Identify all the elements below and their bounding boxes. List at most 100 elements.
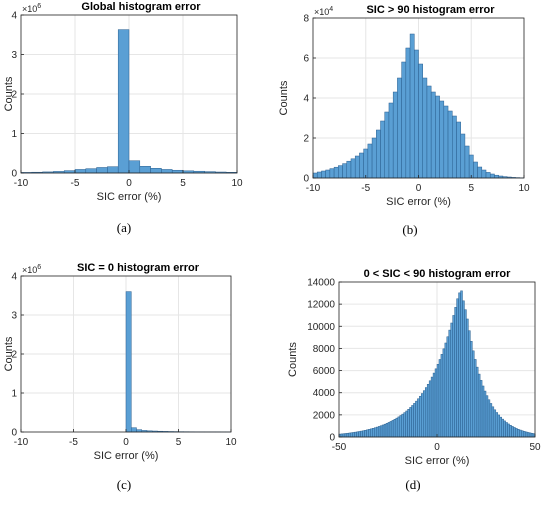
histogram-bar	[454, 307, 457, 438]
histogram-bar	[456, 298, 459, 438]
histogram-bar	[489, 403, 493, 438]
x-tick-label: -10	[306, 183, 321, 194]
histogram-bar	[405, 47, 411, 179]
x-tick-label: 5	[468, 183, 474, 194]
histogram-bar	[424, 387, 428, 438]
histogram-bar	[522, 431, 526, 438]
histogram-bar	[399, 415, 402, 438]
histogram-bar	[468, 154, 474, 179]
histogram-bar	[435, 95, 440, 179]
histogram-bar	[515, 428, 518, 438]
chart-panel: -50 0 50020004000600080001000012000140000 …	[287, 268, 541, 492]
histogram-bar	[107, 166, 119, 174]
histogram-bar	[448, 329, 451, 438]
histogram-bar	[131, 427, 137, 433]
histogram-bar	[479, 380, 483, 438]
y-axis-label: Counts	[278, 80, 290, 115]
x-tick-label: -10	[14, 178, 29, 189]
histogram-bar	[150, 168, 162, 174]
histogram-bar	[464, 309, 467, 438]
histogram-bar	[423, 390, 426, 438]
histogram-bar	[519, 429, 522, 438]
histogram-bar	[447, 110, 453, 179]
multiplier-exponent: 6	[37, 264, 41, 271]
histogram-bar	[360, 430, 363, 438]
histogram-bar	[456, 121, 461, 179]
histogram-bar	[505, 422, 508, 438]
histogram-bar	[397, 416, 401, 438]
histogram-bar	[438, 359, 442, 438]
histogram-bar	[356, 431, 359, 438]
histogram-bar	[96, 167, 108, 174]
x-tick-label: 10	[225, 437, 237, 448]
x-axis-label: SIC error (%)	[94, 450, 159, 462]
histogram-bar	[128, 160, 141, 174]
y-axis-label: Counts	[3, 336, 15, 371]
histogram-bar	[507, 423, 510, 438]
x-tick-label: 5	[180, 178, 186, 189]
y-tick-label: 8	[303, 14, 309, 25]
histogram-bar	[407, 409, 410, 438]
histogram-bar	[171, 169, 184, 174]
histogram-bar	[329, 168, 335, 179]
histogram-bar	[409, 407, 412, 438]
histogram-bar	[393, 419, 397, 438]
y-tick-label: 4	[11, 272, 17, 283]
histogram-bar	[85, 168, 97, 174]
histogram-bar	[381, 424, 385, 438]
histogram-bar	[487, 399, 491, 438]
histogram-bar	[497, 414, 500, 438]
histogram-bar	[495, 412, 499, 438]
histogram-bar	[74, 169, 87, 174]
multiplier-base: ×10	[22, 265, 37, 275]
histogram-bar	[371, 137, 377, 179]
histogram-bar	[375, 426, 379, 438]
histogram-bar	[346, 160, 352, 179]
histogram-bar	[466, 318, 469, 438]
histogram-bar	[501, 418, 504, 438]
histogram-bar	[383, 423, 387, 438]
histogram-bar	[436, 364, 440, 438]
histogram-bar	[363, 148, 369, 179]
histogram-bar	[354, 431, 357, 438]
multiplier-exponent: 4	[329, 6, 333, 13]
y-tick-label: 2	[303, 134, 309, 145]
y-tick-label: 12000	[307, 300, 335, 311]
histogram-bar	[443, 105, 449, 179]
histogram-bar	[499, 416, 502, 438]
histogram-bar	[481, 385, 485, 438]
y-tick-label: 8000	[313, 344, 336, 355]
histogram-bar	[460, 133, 466, 179]
histogram-bar	[468, 330, 471, 438]
histogram-bar	[483, 390, 487, 438]
y-tick-label: 3	[11, 311, 17, 322]
histogram-bar	[364, 430, 367, 438]
histogram-bar	[528, 432, 532, 438]
histogram-bar	[367, 143, 373, 179]
histogram-bar	[125, 291, 132, 433]
histogram-bar	[530, 433, 534, 438]
histogram-bar	[405, 410, 408, 438]
x-tick-label: -10	[14, 437, 29, 448]
x-tick-label: -5	[71, 178, 80, 189]
histogram-bar	[139, 166, 151, 174]
histogram-bar	[368, 429, 371, 438]
histogram-bar	[494, 174, 499, 179]
histogram-bar	[426, 384, 430, 438]
y-tick-label: 4	[303, 94, 309, 105]
histogram-bar	[418, 63, 423, 179]
axis-multiplier: ×106	[22, 264, 41, 275]
x-tick-label: 50	[529, 442, 541, 453]
histogram-bar	[493, 409, 497, 438]
histogram-bar	[491, 406, 495, 438]
histogram-bar	[473, 359, 477, 438]
histogram-bar	[385, 423, 389, 438]
panel-caption: (d)	[405, 477, 420, 492]
x-tick-label: 0	[123, 437, 129, 448]
histogram-bar	[350, 158, 356, 179]
histogram-bar	[511, 426, 514, 438]
histogram-bar	[352, 432, 355, 438]
histogram-bar	[387, 422, 391, 438]
x-tick-label: -5	[361, 183, 370, 194]
